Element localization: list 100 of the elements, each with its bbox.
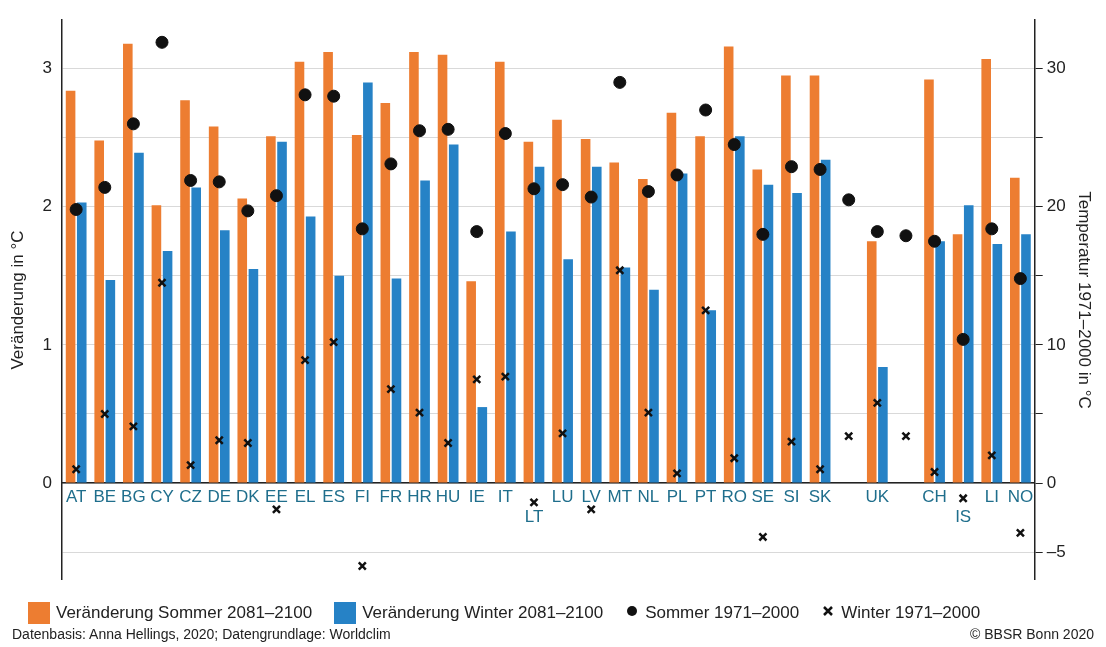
point — [870, 225, 884, 239]
bar — [191, 187, 201, 483]
bar — [781, 75, 791, 483]
bar — [620, 267, 631, 483]
bar — [609, 162, 620, 483]
point — [98, 180, 112, 194]
x-tick-label: SE — [751, 486, 775, 506]
bar — [820, 159, 831, 483]
bar — [76, 202, 87, 483]
point — [784, 160, 798, 174]
y2-tick-label: –5 — [1046, 541, 1066, 561]
point — [613, 75, 627, 89]
point — [241, 204, 255, 218]
y2-tick-label: 10 — [1046, 334, 1066, 354]
point — [126, 117, 140, 131]
bar — [134, 152, 144, 483]
bar — [1021, 234, 1031, 483]
x-tick-label: UK — [865, 486, 890, 506]
bar — [208, 126, 219, 483]
bar — [123, 43, 133, 483]
bar — [706, 310, 717, 483]
bar — [162, 250, 173, 483]
x-tick-label: AT — [65, 486, 87, 506]
point — [700, 305, 711, 316]
bar — [752, 169, 763, 483]
point — [842, 193, 856, 207]
point — [899, 229, 913, 243]
bar — [277, 141, 287, 483]
bar — [1010, 177, 1020, 483]
bar — [952, 234, 963, 483]
point — [956, 332, 970, 346]
point — [615, 265, 625, 276]
bar — [506, 231, 516, 483]
point — [184, 173, 198, 187]
bar — [220, 230, 230, 483]
point — [758, 532, 768, 542]
point — [986, 450, 997, 461]
bar — [180, 100, 190, 483]
bar — [409, 51, 419, 483]
bar — [552, 119, 562, 483]
point — [529, 497, 539, 508]
bar — [866, 241, 877, 483]
bar — [723, 46, 734, 483]
point — [958, 493, 968, 504]
point — [813, 162, 827, 176]
point — [815, 464, 825, 475]
x-tick-label: SI — [783, 486, 800, 506]
point — [929, 467, 940, 477]
bar — [666, 112, 677, 483]
bar — [323, 51, 333, 483]
point — [928, 234, 942, 248]
legend-label: Veränderung Winter 2081–2100 — [362, 603, 604, 623]
point — [441, 122, 455, 136]
bar — [534, 166, 545, 483]
x-tick-label: CY — [150, 486, 174, 506]
bar — [649, 289, 659, 483]
x-tick-label: CH — [922, 486, 947, 506]
point — [155, 35, 169, 49]
bar — [963, 205, 974, 483]
point — [584, 190, 598, 204]
point — [128, 421, 139, 432]
x-tick-label: CZ — [179, 486, 202, 506]
point — [384, 157, 398, 171]
point — [670, 168, 684, 182]
y2-tick-label: 20 — [1046, 196, 1066, 216]
point — [470, 225, 484, 239]
x-tick-label: DE — [207, 486, 232, 506]
bar — [878, 367, 888, 483]
point — [212, 175, 226, 189]
point — [699, 103, 713, 117]
x-tick-label: EE — [265, 486, 288, 506]
y-tick-label: 1 — [42, 334, 52, 354]
bar — [981, 58, 991, 483]
x-tick-label: IE — [468, 486, 485, 506]
x-tick-label: LU — [551, 486, 574, 506]
x-tick-label: LT — [524, 507, 544, 527]
point — [414, 407, 425, 418]
bar — [763, 184, 774, 483]
point — [1013, 272, 1027, 286]
point — [300, 355, 310, 365]
bar — [237, 198, 248, 483]
point — [243, 438, 253, 448]
x-tick-label: SK — [808, 486, 833, 506]
bar — [420, 180, 430, 483]
bar — [992, 244, 1003, 483]
y2-axis-title: Temperatur 1971–2000 in °C — [1075, 191, 1095, 409]
point — [298, 88, 312, 102]
point — [756, 227, 770, 241]
bar — [792, 192, 802, 483]
bar — [466, 281, 476, 483]
bar — [65, 90, 76, 483]
bar — [351, 134, 362, 483]
y2-tick-label: 0 — [1046, 472, 1057, 492]
point — [99, 409, 110, 419]
point — [327, 89, 341, 103]
y-tick-label: 3 — [42, 58, 52, 78]
point — [214, 435, 225, 446]
x-tick-label: HU — [435, 486, 461, 506]
bar — [677, 173, 688, 483]
bar — [151, 205, 162, 483]
